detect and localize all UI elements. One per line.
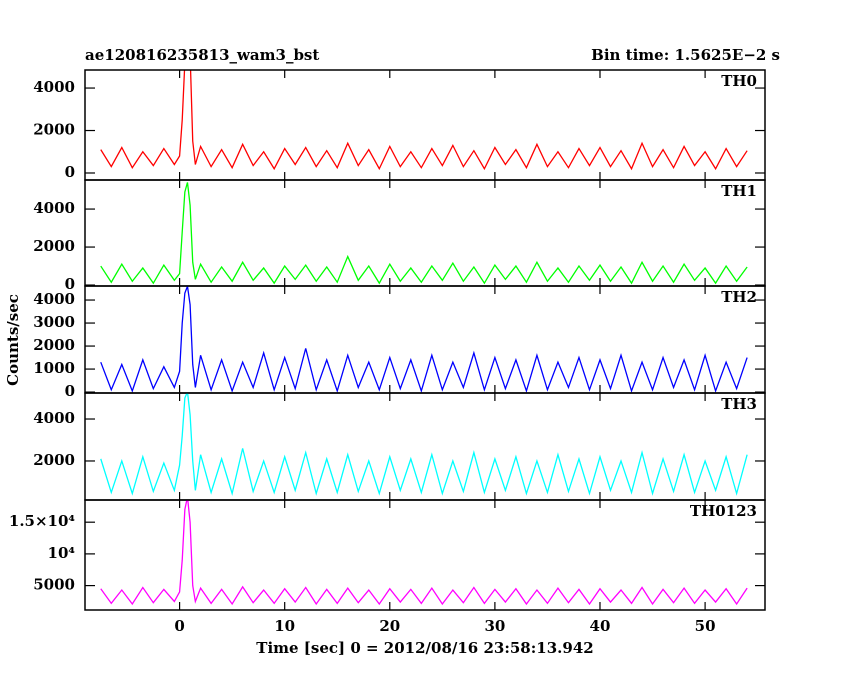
panel-label: TH0	[721, 72, 757, 90]
y-tick-label: 2000	[33, 336, 75, 354]
y-tick-label: 4000	[33, 290, 75, 308]
y-tick-label: 0	[65, 382, 75, 400]
y-tick-label: 0	[65, 163, 75, 181]
y-tick-label: 2000	[33, 237, 75, 255]
y-tick-label: 5000	[33, 576, 75, 594]
y-tick-label: 0	[65, 275, 75, 293]
light-curve	[100, 393, 748, 497]
panel-frame	[84, 69, 766, 181]
chart-subtitle: Bin time: 1.5625E−2 s	[591, 46, 780, 64]
y-tick-label: 4000	[33, 78, 75, 96]
panel-frame	[84, 179, 766, 287]
light-curve	[100, 70, 748, 171]
y-tick-label: 4000	[33, 199, 75, 217]
x-tick-label: 40	[590, 617, 611, 635]
panel-frame	[84, 499, 766, 611]
panel-label: TH0123	[690, 502, 757, 520]
x-tick-label: 30	[484, 617, 505, 635]
x-tick-label: 20	[379, 617, 400, 635]
panel-label: TH1	[721, 182, 757, 200]
light-curve	[100, 500, 748, 606]
y-tick-label: 2000	[33, 451, 75, 469]
y-tick-label: 4000	[33, 409, 75, 427]
x-tick-label: 50	[695, 617, 716, 635]
x-tick-label: 0	[174, 617, 184, 635]
y-tick-label: 1.5×10⁴	[9, 512, 76, 530]
light-curve	[100, 182, 748, 285]
chart-title: ae120816235813_wam3_bst	[85, 46, 319, 64]
y-axis-label: Counts/sec	[4, 294, 22, 386]
light-curve	[100, 286, 748, 393]
y-tick-label: 3000	[33, 313, 75, 331]
y-tick-label: 1000	[33, 359, 75, 377]
x-axis-label: Time [sec] 0 = 2012/08/16 23:58:13.942	[256, 639, 593, 657]
y-tick-label: 10⁴	[48, 544, 76, 562]
panel-frame	[84, 392, 766, 501]
panel-label: TH2	[721, 288, 757, 306]
panel-label: TH3	[721, 395, 757, 413]
y-tick-label: 2000	[33, 121, 75, 139]
x-tick-label: 10	[274, 617, 295, 635]
